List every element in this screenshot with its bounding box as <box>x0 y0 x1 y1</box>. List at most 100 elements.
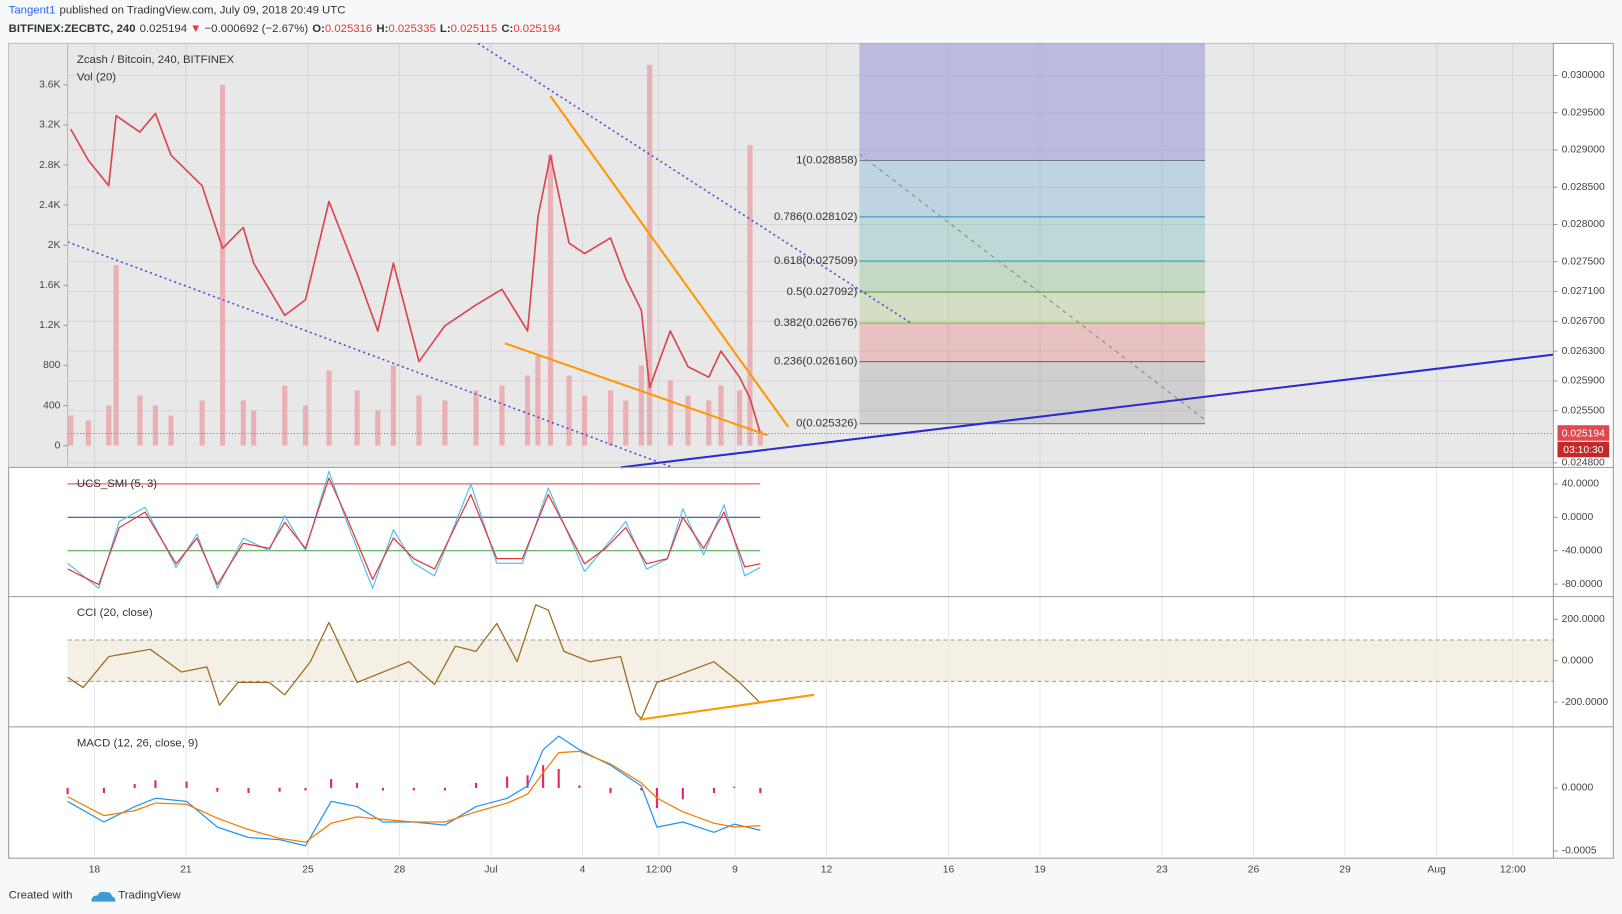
x-tick-label: 21 <box>180 864 192 875</box>
volume-bar <box>416 395 422 446</box>
x-tick-label: 4 <box>580 864 586 875</box>
y-tick-label: 0.0000 <box>1562 512 1594 523</box>
symbol: BITFINEX:ZECBTC, 240 <box>9 23 136 35</box>
volume-tick-label: 800 <box>43 360 60 371</box>
ohlc-value: 0.025335 <box>388 23 435 35</box>
volume-tick-label: 1.6K <box>39 280 60 291</box>
y-tick-label: 0.029500 <box>1562 107 1605 118</box>
volume-bar <box>706 400 712 446</box>
volume-bar <box>326 370 332 446</box>
histogram-bar <box>443 787 446 791</box>
y-tick-label: 0.026700 <box>1562 316 1605 327</box>
ohlc-label: H: <box>376 23 388 35</box>
y-tick-label: 0.024800 <box>1562 458 1605 469</box>
last-price-label: 0.025194 <box>1562 428 1605 439</box>
last: 0.025194 <box>140 23 187 35</box>
histogram-bar <box>356 782 359 788</box>
histogram-bar <box>640 787 643 791</box>
fib-label: 0.618(0.027509) <box>774 255 858 267</box>
x-tick-label: 23 <box>1156 864 1168 875</box>
x-tick-label: 16 <box>943 864 955 875</box>
indicator-line <box>67 750 761 843</box>
countdown-label: 03:10:30 <box>1563 445 1603 456</box>
histogram-bar <box>381 787 385 791</box>
cci-trend-line <box>639 693 815 721</box>
volume-bar <box>251 410 257 446</box>
header-line: Tangent1 published on TradingView.com, Ju… <box>9 4 346 16</box>
volume-bar <box>442 400 448 446</box>
published: published on TradingView.com, July 09, 2… <box>60 4 346 16</box>
ohlc-value: 0.025115 <box>451 23 498 35</box>
fib-region <box>859 160 1206 217</box>
ohlc-label: O: <box>312 23 325 35</box>
x-tick-label: 29 <box>1339 864 1351 875</box>
volume-bar <box>199 400 205 446</box>
ohlc-value: 0.025194 <box>513 23 560 35</box>
histogram-bar <box>412 787 415 791</box>
volume-bar <box>623 400 629 446</box>
volume-bar <box>375 410 381 446</box>
x-tick-label: 12:00 <box>646 864 672 875</box>
volume-bar <box>499 385 505 446</box>
y-tick-label: 0.029000 <box>1562 145 1605 156</box>
histogram-bar <box>557 768 560 788</box>
volume-bar <box>607 390 614 446</box>
main-pane-background <box>8 43 1554 468</box>
volume-bar <box>106 405 112 446</box>
volume-bar <box>68 415 74 446</box>
footer-brand[interactable]: TradingView <box>118 889 181 901</box>
volume-bar <box>582 395 588 446</box>
author[interactable]: Tangent1 <box>9 4 56 16</box>
volume-bar <box>667 380 673 446</box>
footer-created: Created with <box>9 889 73 901</box>
histogram-bar <box>66 787 69 795</box>
countdown-box <box>1557 441 1610 458</box>
wedge-line <box>504 342 768 437</box>
x-tick-label: Aug <box>1427 864 1446 875</box>
fib-label: 0.382(0.026676) <box>774 317 858 329</box>
volume-bar <box>535 355 541 446</box>
trend-line <box>67 241 673 469</box>
volume-tick-label: 2.4K <box>39 200 60 211</box>
volume-tick-label: 2.8K <box>39 160 60 171</box>
volume-bar <box>473 390 479 446</box>
volume-bar <box>685 395 691 446</box>
volume-bar <box>282 385 288 446</box>
fib-region <box>859 361 1206 424</box>
last-price-box <box>1557 425 1610 441</box>
volume-bar <box>137 395 143 446</box>
arrow: ▼ <box>190 23 201 35</box>
histogram-bar <box>578 785 581 788</box>
histogram-bar <box>185 781 188 788</box>
x-tick-label: 28 <box>394 864 406 875</box>
y-tick-label: 0.027100 <box>1562 286 1605 297</box>
y-tick-label: 0.028000 <box>1562 219 1605 230</box>
y-tick-label: 0.0000 <box>1562 783 1594 794</box>
fib-label: 0.786(0.028102) <box>774 211 858 223</box>
volume-title: Vol (20) <box>77 72 116 84</box>
y-tick-label: 0.030000 <box>1562 70 1605 81</box>
fib-diagonal <box>859 153 1206 421</box>
x-tick-label: 9 <box>732 864 738 875</box>
histogram-bar <box>247 787 250 793</box>
y-tick-label: 0.0000 <box>1562 655 1594 666</box>
fib-label: 0(0.025326) <box>796 418 857 430</box>
y-tick-label: 0.027500 <box>1562 256 1605 267</box>
y-tick-label: 200.0000 <box>1562 614 1605 625</box>
pane-title: CCI (20, close) <box>77 607 153 619</box>
volume-bar <box>747 145 753 446</box>
volume-bar <box>718 385 724 446</box>
y-tick-label: -200.0000 <box>1562 697 1609 708</box>
y-tick-label: 0.025900 <box>1562 376 1605 387</box>
y-tick-label: -0.0005 <box>1562 846 1597 857</box>
volume-tick-label: 3.6K <box>39 80 60 91</box>
histogram-bar <box>330 779 333 788</box>
histogram-bar <box>609 787 612 793</box>
x-tick-label: 26 <box>1248 864 1260 875</box>
ohlc-value: 0.025316 <box>325 23 372 35</box>
histogram-bar <box>474 782 478 788</box>
symbol-line: BITFINEX:ZECBTC, 240 0.025194 ▼ −0.000692 (… <box>9 23 561 35</box>
volume-tick-label: 400 <box>43 400 60 411</box>
